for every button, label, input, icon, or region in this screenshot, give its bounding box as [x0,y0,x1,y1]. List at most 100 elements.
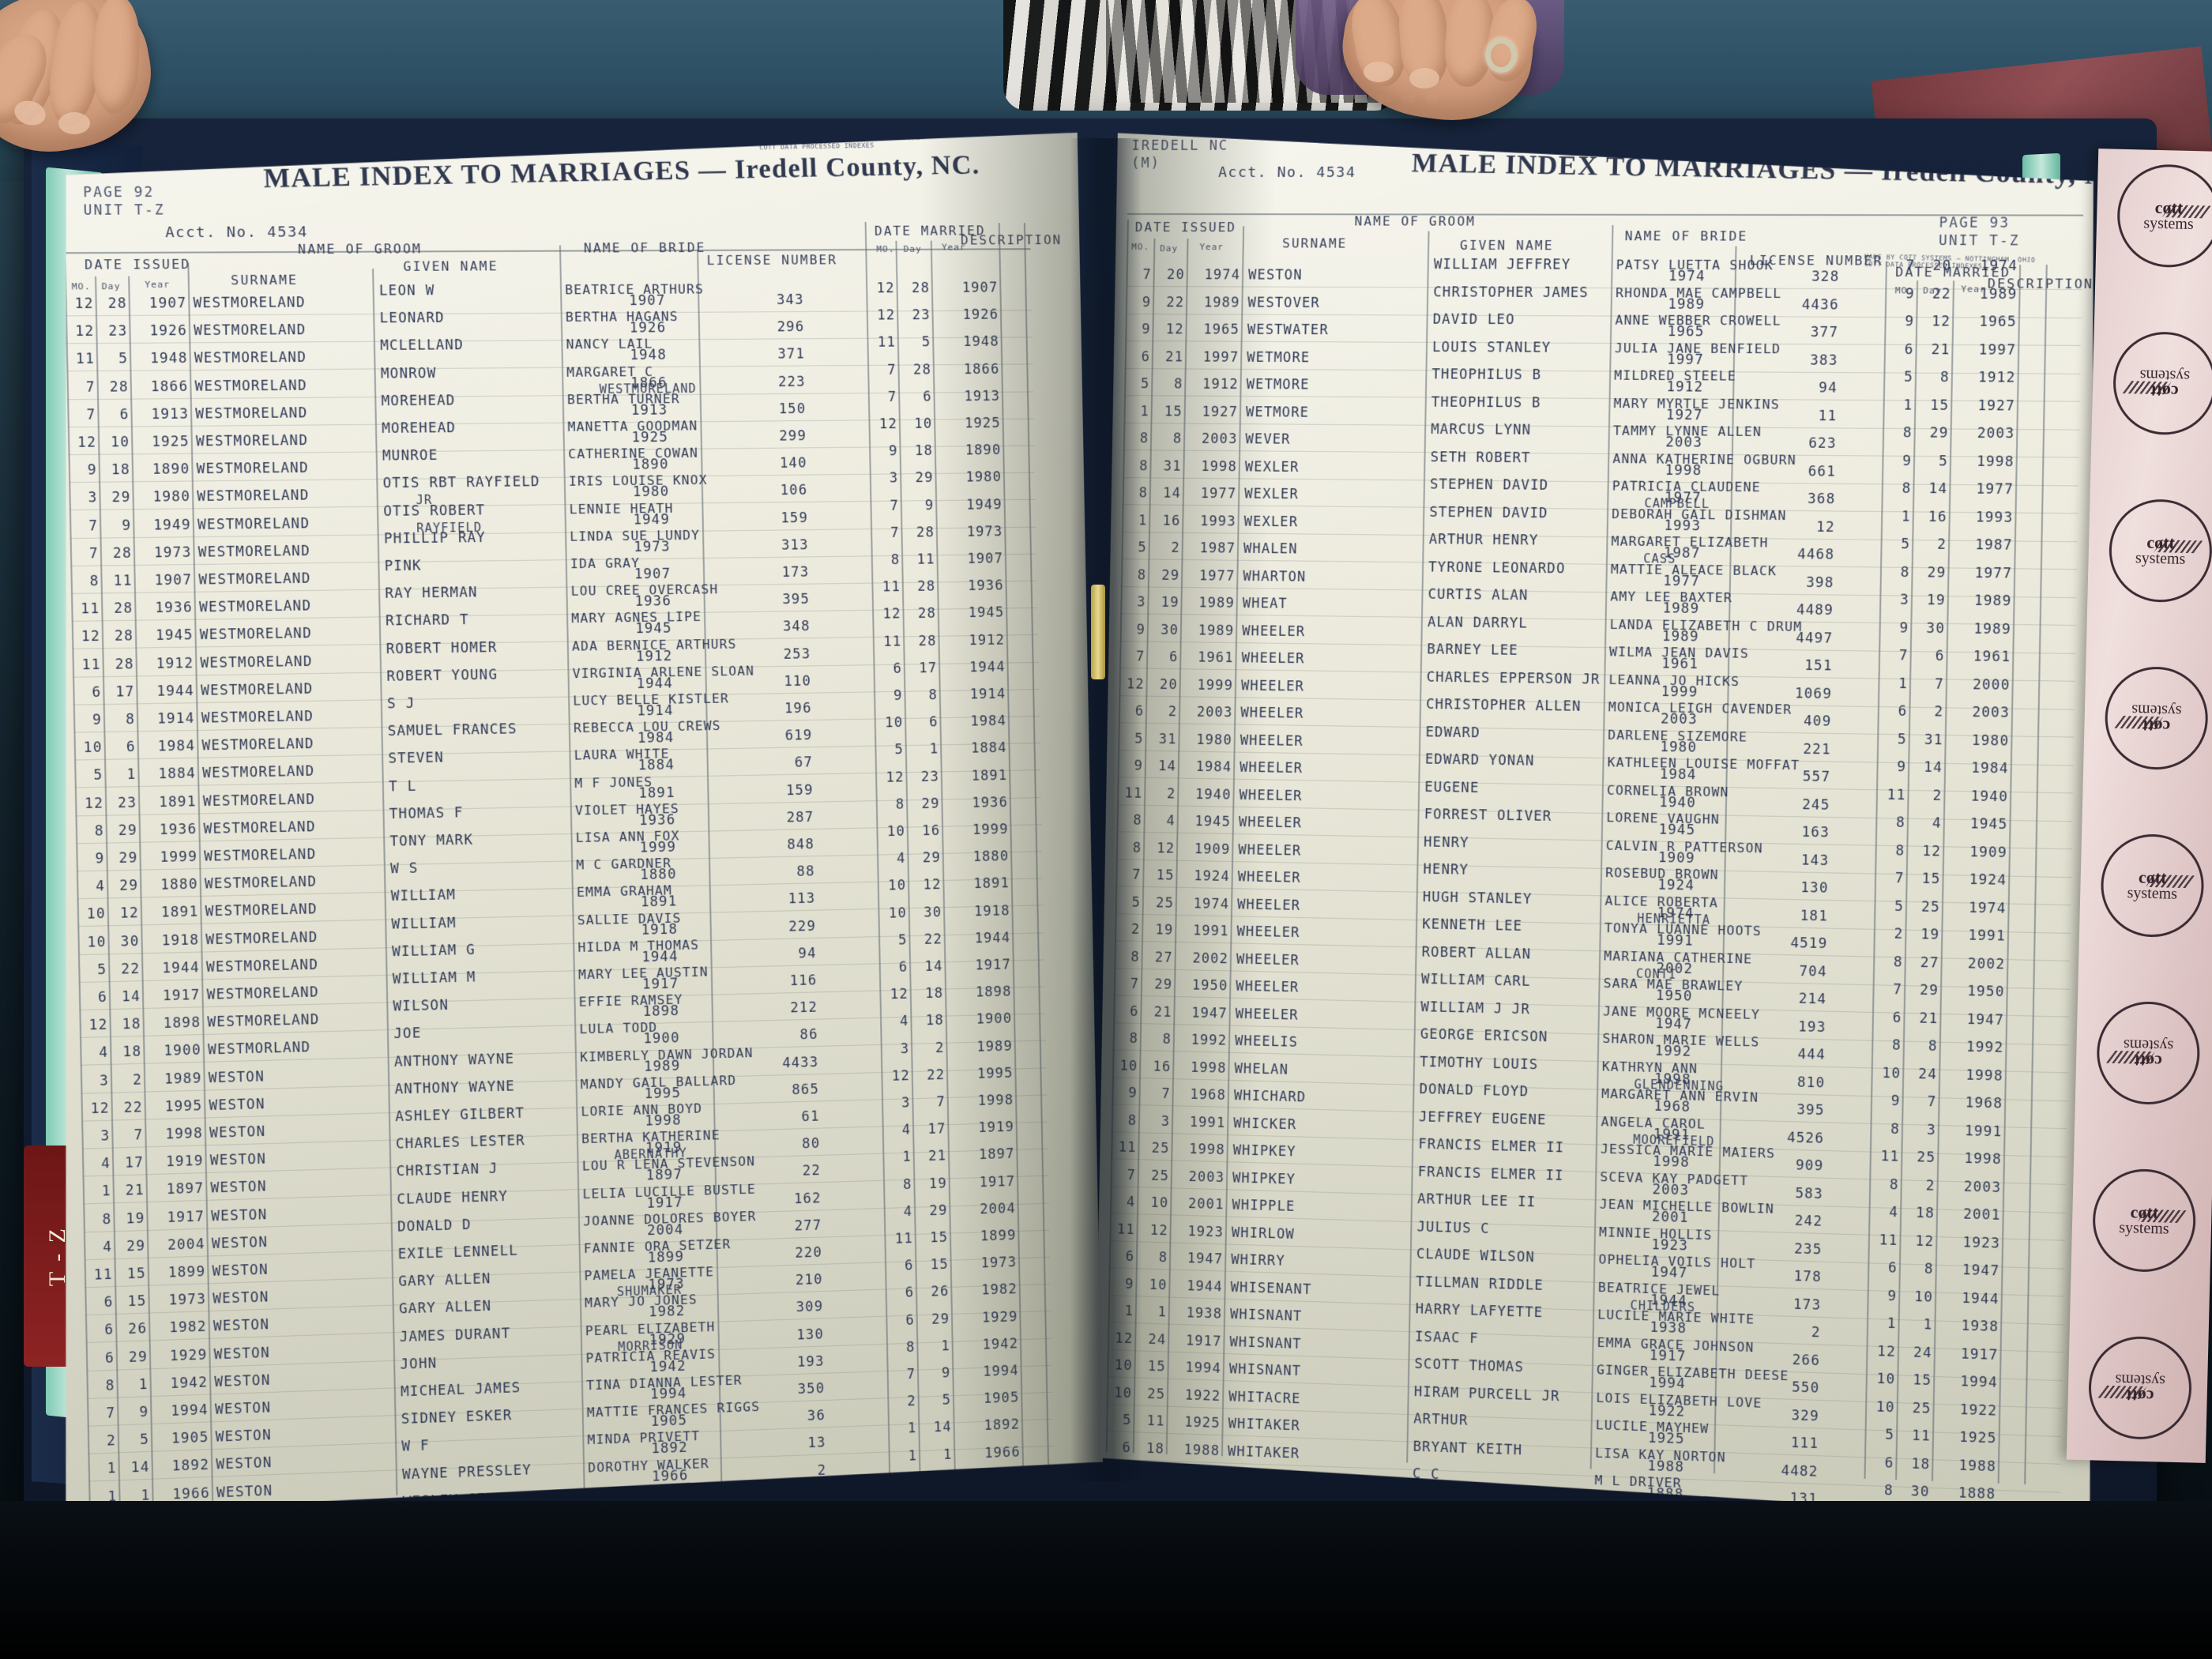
cell-married-year: 1917 [979,1173,1016,1191]
cell-issue-year: 1987 [1199,540,1236,557]
cell-married-day: 21 [1931,341,1951,358]
cell-married-year: 1890 [965,442,1002,459]
cell-license-year: 1898 [642,1003,680,1021]
cell-license-number: 348 [782,619,811,635]
cell-given-name: TONY MARK [389,832,474,850]
cott-systems-logo-6: cottsystems [2095,1000,2201,1106]
cell-married-year: 2003 [1977,425,2015,442]
cell-license-number: 181 [1800,907,1829,925]
cell-married-year: 1914 [969,686,1006,703]
cell-issue-year: 1980 [152,489,191,506]
cell-issue-day: 5 [139,1431,150,1449]
cell-married-year: 1944 [969,659,1006,676]
cell-given-name: ASHLEY GILBERT [395,1105,525,1126]
cell-license-year: 1945 [635,620,672,638]
cell-issue-year: 1947 [1191,1005,1228,1022]
cell-married-day: 24 [1918,1066,1938,1083]
cell-married-year: 1929 [981,1308,1018,1326]
cell-license-number: 329 [1791,1407,1819,1424]
unit-label-right: UNIT T-Z [1938,232,2020,250]
cell-license-number: 229 [788,918,817,935]
cell-issue-year: 1917 [162,987,201,1005]
cell-married-day: 29 [1927,564,1947,581]
cell-given-name: WILSON [393,997,450,1015]
cell-surname: WESTMORELAND [201,681,314,699]
cell-license-number: 704 [1799,963,1827,980]
cell-issue-day: 1 [138,1376,149,1394]
cell-surname: WHEELER [1241,650,1305,668]
cell-issue-year: 1999 [1197,677,1234,694]
header-license-number-left: LICENSE NUMBER [706,252,838,269]
cell-issue-day: 28 [112,545,133,562]
header-name-of-bride-left: NAME OF BRIDE [583,239,706,256]
cell-given-name: CLAUDE HENRY [397,1188,509,1208]
cell-license-year: 1987 [1663,545,1701,562]
cell-surname: WESTMORELAND [198,598,312,616]
cell-license-year: 1973 [648,1276,685,1294]
cell-married-day: 26 [931,1284,950,1301]
cell-married-day: 9 [941,1365,951,1382]
cell-married-year: 1947 [1962,1262,2000,1280]
cell-issue-day: 6 [119,406,130,423]
cell-married-day: 19 [928,1175,947,1192]
cell-issue-day: 14 [130,1459,150,1477]
cell-license-year: 1926 [629,320,667,337]
cell-surname: WHEELER [1240,705,1304,722]
cell-married-day: 19 [1920,926,1940,943]
cell-married-day: 23 [920,769,940,785]
cell-married-day: 29 [929,1202,948,1220]
cell-issue-year: 1998 [1188,1141,1225,1159]
cell-surname: WHEELER [1236,978,1300,996]
header-name-of-groom-left: NAME OF GROOM [297,241,423,258]
cell-license-year: 1899 [647,1249,685,1266]
cell-license-year: 1944 [1650,1292,1687,1310]
cell-married-year: 1982 [981,1281,1018,1299]
cell-surname: WESTMORELAND [198,543,311,561]
cell-given-name: W S [389,860,419,878]
cell-married-day: 4 [1932,815,1942,832]
cell-given-name: STEPHEN DAVID [1429,504,1548,521]
cell-license-number: 11 [1818,408,1838,424]
cell-license-number: 159 [781,510,809,527]
cell-license-number: 193 [1798,1018,1826,1036]
cell-issue-year: 1974 [1204,267,1241,284]
cell-given-name: EDWARD YONAN [1424,751,1535,769]
cell-surname: WESTON [213,1289,269,1308]
cell-license-number: 550 [1791,1379,1820,1397]
cell-married-day: 28 [918,633,937,649]
cell-issue-day: 22 [121,961,141,978]
cell-married-year: 1924 [1969,871,2007,889]
cell-married-year: 1994 [983,1363,1019,1380]
cell-given-name: JEFFREY EUGENE [1418,1108,1547,1129]
header-date-issued-right: DATE ISSUED [1134,219,1237,235]
cell-surname: WESTMORLAND [207,1040,311,1059]
cell-license-number: 661 [1808,463,1837,480]
cell-surname: WESTON [209,1123,266,1142]
cell-married-year: 1973 [980,1255,1018,1272]
cell-license-year: 1945 [1658,822,1696,839]
cell-given-name: MUNROE [382,447,438,465]
cell-given-name: MARCUS LYNN [1431,421,1532,438]
cell-issue-year: 1977 [1198,567,1236,585]
cell-married-day: 27 [1920,954,1939,972]
cell-married-day: 21 [1919,1010,1939,1027]
cell-issue-day: 8 [125,711,136,728]
cell-married-year: 1945 [1969,815,2008,833]
county-stamp-right: IREDELL NC [1131,137,1229,154]
cell-surname: WESTMORELAND [196,460,309,478]
cell-issue-day: 9 [122,517,132,534]
cell-surname: WESTMORELAND [193,295,306,312]
cell-married-day: 10 [914,416,933,432]
cell-married-year: 1947 [1966,1011,2005,1029]
cell-married-year: 1880 [972,848,1010,866]
cell-surname: WESTMORELAND [195,432,309,450]
cell-license-number: 163 [1801,824,1830,841]
cell-surname: WESTON [216,1482,273,1502]
cell-license-number: 67 [794,754,814,772]
cell-given-name: HENRY [1423,861,1469,878]
cell-married-day: 25 [1917,1149,1936,1167]
cell-bride-name: GINGER ELIZABETH DEESE [1596,1362,1789,1384]
cell-given-name: THOMAS F [389,804,464,822]
cell-married-year: 1984 [1970,760,2009,777]
cell-married-day: 16 [922,822,941,840]
